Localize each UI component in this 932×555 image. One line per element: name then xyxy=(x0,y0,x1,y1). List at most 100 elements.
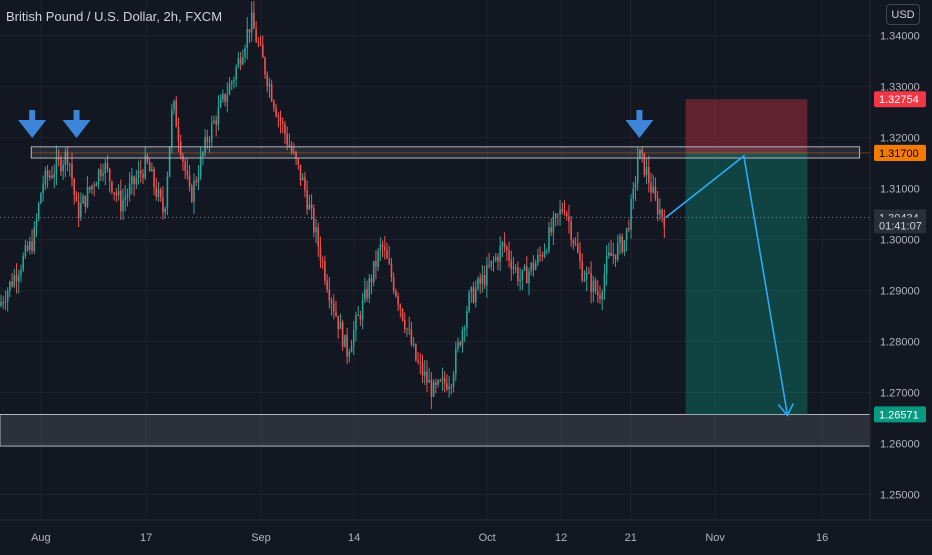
candle-body xyxy=(199,156,202,177)
candle-body xyxy=(581,261,584,281)
candle-body xyxy=(182,155,184,162)
price-label-text: 1.31700 xyxy=(879,148,919,160)
candle-body xyxy=(384,246,386,250)
currency-button[interactable]: USD xyxy=(886,4,920,25)
candle-body xyxy=(213,120,215,123)
candle-body xyxy=(452,374,455,387)
candle-body xyxy=(95,183,98,187)
candle-body xyxy=(275,107,277,117)
candle-body xyxy=(395,290,397,297)
candle-body xyxy=(17,275,20,282)
candle-body xyxy=(559,209,561,215)
candle-body xyxy=(419,362,422,364)
candle-body xyxy=(534,263,537,270)
candle-body xyxy=(6,290,9,302)
candle-body xyxy=(492,260,495,262)
candle-body xyxy=(632,188,635,199)
candle-body xyxy=(406,328,408,330)
candle-body xyxy=(408,328,411,330)
candle-body xyxy=(204,136,206,153)
time-tick-label: Sep xyxy=(251,532,271,544)
candle-body xyxy=(264,57,266,75)
time-tick-label: 14 xyxy=(348,532,360,544)
candle-body xyxy=(279,117,282,123)
candle-body xyxy=(552,217,555,233)
time-tick-label: Nov xyxy=(705,532,725,544)
candle-body xyxy=(639,149,641,159)
candle-body xyxy=(568,216,570,222)
candle-body xyxy=(486,264,488,286)
candle-body xyxy=(168,146,171,177)
candle-body xyxy=(197,176,200,183)
candle-body xyxy=(474,288,477,303)
candle-body xyxy=(268,84,271,87)
candle-body xyxy=(11,281,13,286)
candle-body xyxy=(381,244,384,247)
candle-body xyxy=(532,262,535,270)
candle-body xyxy=(304,177,306,191)
time-tick-label: 21 xyxy=(625,532,637,544)
candle-body xyxy=(412,343,415,345)
candle-body xyxy=(628,228,630,230)
price-label: 01:41:07 xyxy=(874,217,926,234)
candle-body xyxy=(512,267,515,270)
candle-body xyxy=(605,255,608,275)
candle-body xyxy=(310,204,313,209)
candle-body xyxy=(594,280,597,292)
candle-body xyxy=(426,371,428,383)
candle-body xyxy=(0,301,2,306)
candle-body xyxy=(71,163,73,180)
candle-body xyxy=(230,81,233,84)
candle-body xyxy=(446,383,448,390)
price-tick-label: 1.28000 xyxy=(880,337,920,349)
candle-body xyxy=(133,176,135,184)
candle-body xyxy=(293,151,295,153)
candle-body xyxy=(525,266,528,284)
candle-body xyxy=(466,311,468,329)
candle-body xyxy=(9,281,11,291)
candle-body xyxy=(328,289,331,301)
candle-body xyxy=(332,303,335,312)
time-tick-label: Oct xyxy=(479,532,496,544)
candle-body xyxy=(250,12,253,33)
candle-body xyxy=(550,227,552,233)
candle-body xyxy=(366,289,368,299)
candle-body xyxy=(284,123,286,135)
candle-body xyxy=(308,204,311,210)
candle-body xyxy=(459,341,462,346)
candle-body xyxy=(357,314,359,316)
candle-body xyxy=(621,236,623,252)
candle-body xyxy=(437,380,439,385)
candle-body xyxy=(537,254,539,264)
candle-body xyxy=(248,29,251,33)
candle-body xyxy=(88,186,91,190)
candle-body xyxy=(208,140,211,142)
candle-body xyxy=(13,275,16,286)
candle-body xyxy=(151,168,153,172)
candle-body xyxy=(364,289,366,301)
candle-body xyxy=(206,136,209,142)
price-label-bg xyxy=(874,91,926,108)
candle-body xyxy=(368,278,371,299)
candle-body xyxy=(242,57,244,65)
candle-body xyxy=(541,254,544,257)
price-label-text: 1.32754 xyxy=(879,94,919,106)
candle-body xyxy=(468,292,470,312)
candle-body xyxy=(379,244,382,251)
candle-body xyxy=(137,170,140,179)
candle-body xyxy=(510,260,513,270)
candle-body xyxy=(290,146,293,152)
candle-body xyxy=(625,228,628,241)
candle-body xyxy=(288,144,291,147)
candle-body xyxy=(195,180,198,183)
candle-body xyxy=(603,274,606,293)
candle-body xyxy=(661,209,663,217)
candle-body xyxy=(255,28,257,43)
candle-body xyxy=(570,221,572,241)
candle-body xyxy=(608,252,610,256)
candle-body xyxy=(352,330,355,347)
candle-body xyxy=(315,227,317,233)
candle-body xyxy=(443,377,446,384)
